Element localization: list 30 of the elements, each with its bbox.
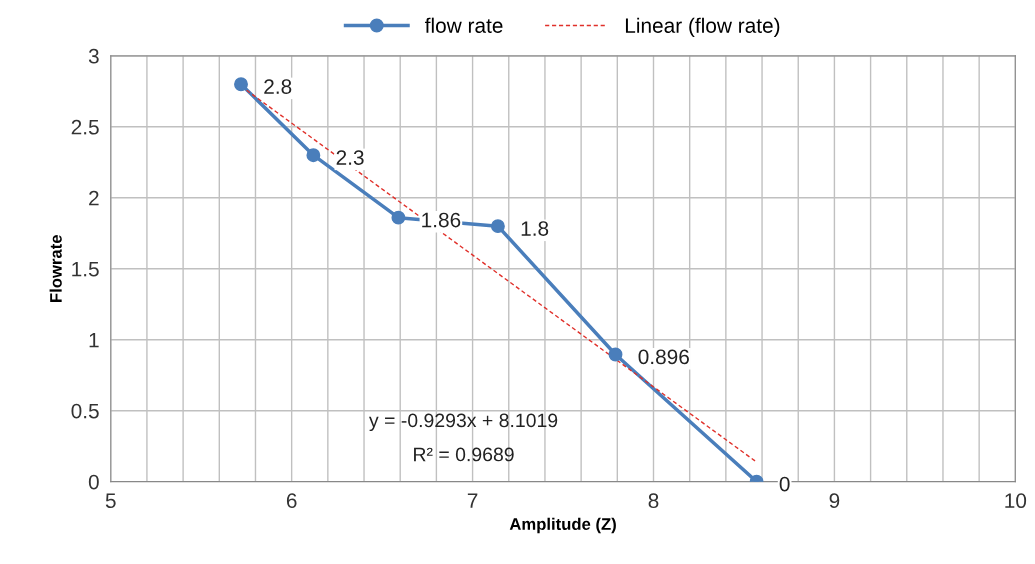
legend-label: flow rate [424,17,503,33]
x-axis-title: Amplitude (Z) [509,517,616,534]
x-tick-label: 10 [1005,493,1027,509]
x-tick-label: 6 [286,493,297,509]
data-label: 1.8 [521,221,549,236]
y-axis-title: Flowrate [49,235,62,302]
data-label: 0.896 [638,349,689,365]
annotation: y = -0.9293x + 8.1019 [369,413,558,432]
point [391,210,406,225]
x-tick-label: 5 [105,493,116,509]
data-label: 0 [779,476,790,492]
x-tick-label: 8 [648,493,659,509]
x-tick-label: 7 [467,493,478,508]
point [234,77,248,92]
point [608,347,623,362]
y-tick-label: 2 [89,190,99,206]
point [490,219,505,234]
data-label: 1.86 [422,212,461,228]
y-tick-label: 0 [88,474,99,490]
annotation: R² = 0.9689 [414,447,514,462]
legend-label: Linear (flow rate) [625,17,780,38]
y-tick-label: 1 [89,332,99,348]
x-tick-label: 9 [829,493,840,509]
y-tick-label: 1.5 [72,261,99,277]
data-label: 2.8 [264,79,292,94]
y-tick-label: 2.5 [71,119,99,135]
data-label: 2.3 [336,150,364,165]
y-tick-label: 0.5 [71,403,99,419]
point [306,148,321,163]
y-tick-label: 3 [88,48,99,64]
